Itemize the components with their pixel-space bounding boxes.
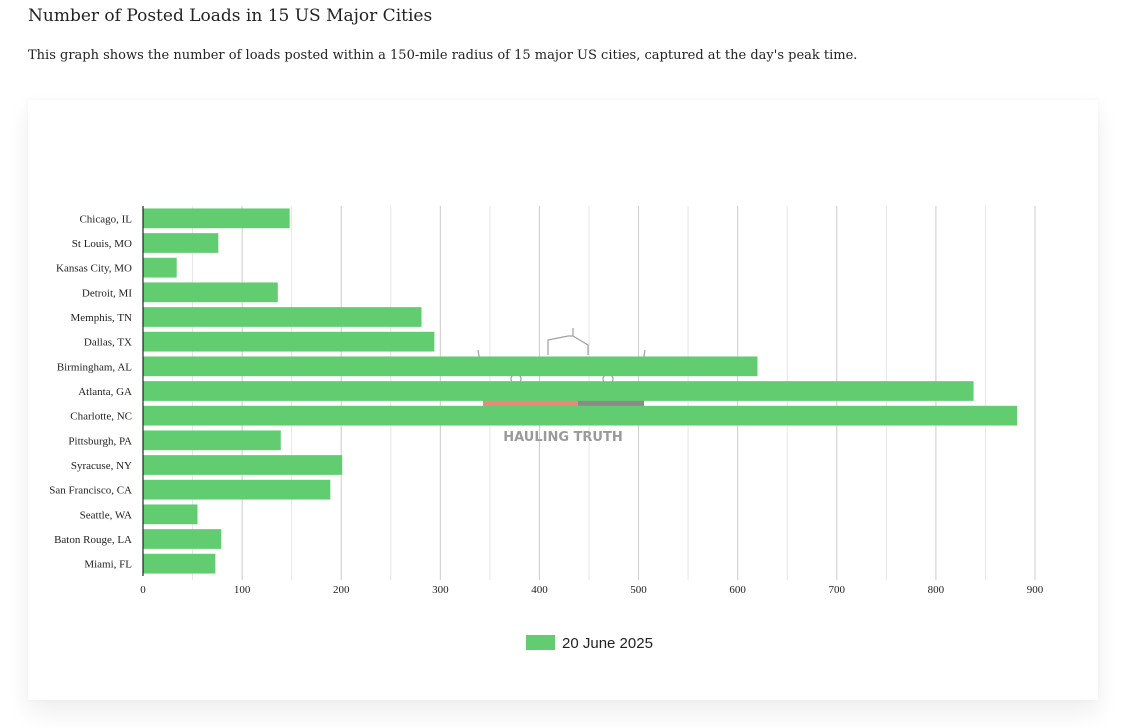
bar-seattle-wa — [143, 504, 198, 525]
page-title: Number of Posted Loads in 15 US Major Ci… — [28, 6, 433, 26]
legend-swatch — [526, 635, 555, 650]
y-tick-label: Charlotte, NC — [70, 411, 132, 423]
y-tick-label: Seattle, WA — [80, 509, 132, 521]
y-axis-labels: Chicago, IL St Louis, MO Kansas City, MO De… — [49, 213, 132, 570]
x-tick-label: 600 — [729, 584, 746, 596]
bar-atlanta-ga — [143, 381, 974, 401]
x-tick-label: 100 — [234, 584, 251, 596]
y-tick-label: San Francisco, CA — [49, 485, 132, 497]
y-tick-label: Detroit, MI — [82, 287, 132, 299]
bar-kansas-city-mo — [143, 257, 177, 278]
bar-pittsburgh-pa — [143, 430, 281, 451]
y-tick-label: St Louis, MO — [72, 238, 132, 250]
bar-charlotte-nc — [143, 405, 1018, 426]
watermark-bar-gray — [578, 400, 644, 406]
y-tick-label: Atlanta, GA — [78, 386, 132, 398]
y-tick-label: Memphis, TN — [70, 312, 132, 324]
legend-label: 20 June 2025 — [562, 635, 653, 652]
x-tick-label: 0 — [140, 584, 146, 596]
bar-san-francisco-ca — [143, 479, 331, 500]
x-tick-label: 900 — [1027, 584, 1044, 596]
bar-chart: HAULING TRUTH Chicago, IL St Louis, MO Kan… — [49, 206, 1044, 652]
y-tick-label: Birmingham, AL — [57, 361, 132, 373]
y-tick-label: Miami, FL — [84, 559, 132, 571]
page-subtitle: This graph shows the number of loads pos… — [28, 48, 858, 63]
bar-dallas-tx — [143, 331, 435, 352]
bar-syracuse-ny — [143, 455, 343, 475]
legend: 20 June 2025 — [526, 635, 653, 652]
chart-card: HAULING TRUTH Chicago, IL St Louis, MO Kan… — [28, 100, 1098, 700]
x-tick-label: 300 — [432, 584, 449, 596]
y-tick-label: Dallas, TX — [84, 337, 132, 349]
y-tick-label: Kansas City, MO — [56, 263, 132, 275]
x-tick-label: 400 — [531, 584, 548, 596]
x-tick-label: 800 — [928, 584, 945, 596]
bar-memphis-tn — [143, 307, 422, 327]
bar-miami-fl — [143, 553, 216, 574]
y-tick-label: Syracuse, NY — [71, 460, 132, 472]
y-tick-label: Baton Rouge, LA — [54, 534, 132, 546]
watermark-text: HAULING TRUTH — [503, 430, 622, 445]
bars — [143, 208, 1018, 574]
bar-detroit-mi — [143, 282, 278, 303]
x-tick-label: 700 — [829, 584, 846, 596]
y-tick-label: Chicago, IL — [79, 213, 132, 225]
bar-st-louis-mo — [143, 233, 219, 253]
watermark-bar-red — [483, 400, 578, 406]
y-tick-label: Pittsburgh, PA — [68, 435, 132, 447]
bar-baton-rouge-la — [143, 529, 222, 549]
bar-chicago-il — [143, 208, 290, 229]
bar-birmingham-al — [143, 356, 758, 377]
x-tick-label: 200 — [333, 584, 350, 596]
x-tick-label: 500 — [630, 584, 647, 596]
x-axis-ticks: 0 100 200 300 400 500 600 700 800 900 — [140, 584, 1044, 596]
